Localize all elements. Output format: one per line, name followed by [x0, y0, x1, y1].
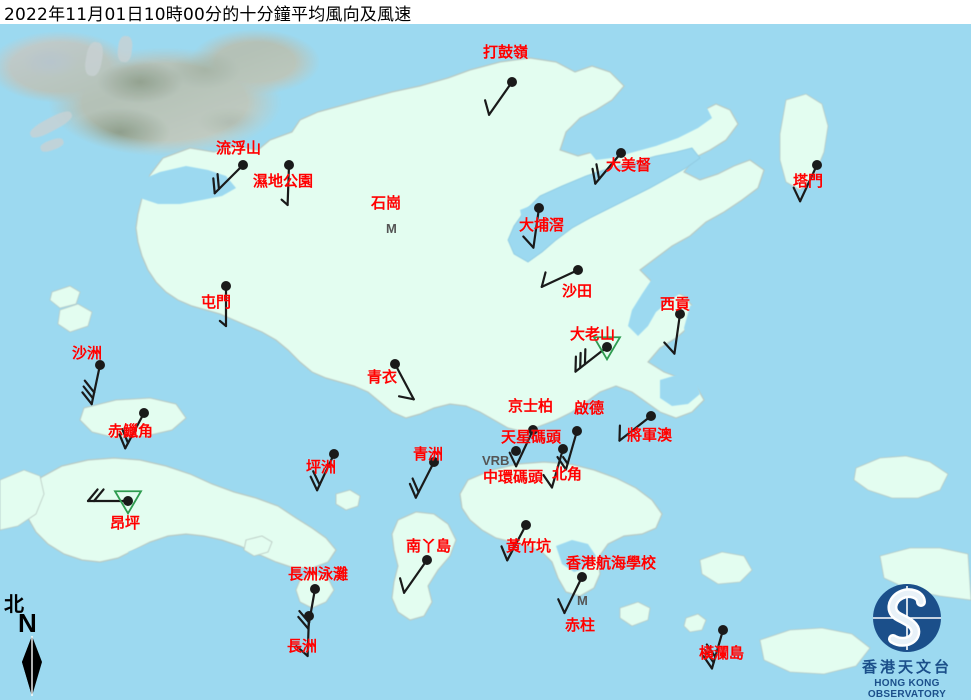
hko-name-cn: 香港天文台: [861, 658, 952, 676]
compass-label-en: N: [18, 608, 37, 638]
compass-rose: 北 N: [2, 588, 66, 700]
station-label: 長洲泳灘: [288, 565, 349, 583]
station-label: 天星碼頭: [501, 428, 562, 446]
hko-name-en: HONG KONG OBSERVATORY: [867, 678, 947, 700]
station-missing-flag: M: [577, 593, 588, 608]
station-label: 沙田: [562, 282, 593, 300]
station-label: 黃竹坑: [506, 537, 552, 555]
hong-kong-island-landmass: [459, 461, 663, 597]
station-label: 沙洲: [72, 344, 103, 362]
se-corner-land: [759, 627, 871, 675]
sai-kung-bay-water: [684, 300, 736, 354]
repulse-bay-notch: [556, 540, 596, 572]
page-title: 2022年11月01日10時00分的十分鐘平均風向及風速: [4, 4, 412, 25]
sw-corner-land: [0, 469, 45, 531]
po-toi-islet: [619, 601, 651, 627]
station-label: 南丫島: [406, 537, 452, 555]
station-label: 長洲: [287, 637, 318, 655]
station-label: 橫瀾島: [699, 644, 745, 662]
station-label: 大埔滘: [519, 216, 565, 234]
peng-chau-landmass: [335, 489, 361, 511]
station-label: 將軍澳: [627, 426, 673, 444]
east-corner-land: [879, 547, 971, 601]
deep-bay-water: [136, 166, 236, 204]
hko-logo: 香港天文台 HONG KONG OBSERVATORY: [843, 582, 971, 700]
station-label: 昂坪: [110, 514, 141, 532]
station-label: 大美督: [606, 156, 652, 174]
station-label: 流浮山: [216, 139, 262, 157]
station-label: 京士柏: [508, 397, 554, 415]
station-label: 北角: [552, 465, 583, 483]
station-label: 中環碼頭: [483, 468, 544, 486]
compass-label-cn: 北: [4, 592, 24, 616]
station-label: 坪洲: [306, 458, 337, 476]
station-label: 青衣: [367, 368, 398, 386]
station-label: 濕地公園: [253, 172, 314, 190]
station-label: 赤柱: [565, 616, 596, 634]
lantau-south-coast-notch: [128, 540, 214, 568]
sha-chau-islet: [49, 285, 81, 309]
station-label: 西貢: [660, 295, 691, 313]
station-label: 赤鱲角: [108, 422, 154, 440]
tung-lung-islet: [699, 551, 753, 585]
new-territories-landmass: [135, 57, 765, 433]
compass-needle-icon: [22, 636, 42, 696]
station-missing-flag: M: [386, 221, 397, 236]
station-label: 香港航海學校: [566, 554, 657, 572]
waglan-islet: [683, 613, 707, 633]
hei-ling-chau-landmass: [243, 535, 273, 557]
hko-emblem-icon: [873, 584, 941, 652]
station-label: 石崗: [371, 194, 402, 212]
station-label: 塔門: [793, 172, 824, 190]
tolo-harbour-water: [507, 147, 701, 263]
sai-kung-inlet-water: [628, 244, 722, 336]
station-label: 屯門: [201, 293, 232, 311]
station-variable-flag: VRB: [482, 453, 510, 468]
station-label: 青洲: [413, 445, 444, 463]
far-ne-islet: [853, 455, 949, 499]
tseung-kwan-o-bay: [660, 374, 700, 406]
nw-islet: [57, 303, 93, 333]
plover-cove-water: [588, 106, 712, 160]
station-label: 打鼓嶺: [483, 43, 529, 61]
title-bar: 2022年11月01日10時00分的十分鐘平均風向及風速: [0, 0, 971, 25]
lamma-island-landmass: [391, 511, 457, 621]
station-label: 啟德: [574, 399, 605, 417]
station-label: 大老山: [570, 325, 616, 343]
